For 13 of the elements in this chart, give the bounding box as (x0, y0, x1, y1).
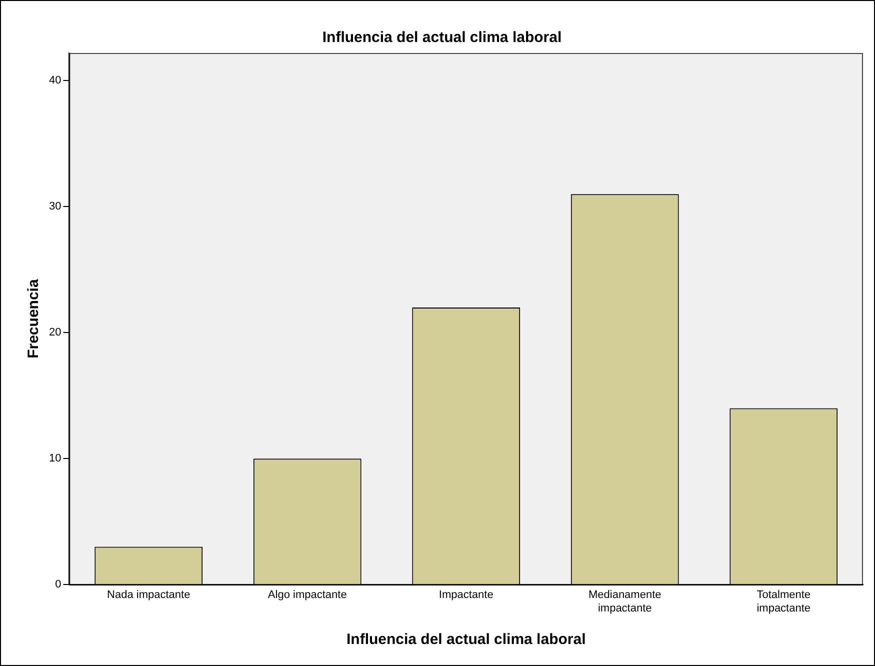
x-tick-label: Nada impactante (107, 589, 190, 602)
y-tick-label: 30 (48, 200, 62, 213)
x-axis-title: Influencia del actual clima laboral (346, 631, 586, 648)
x-tick-label: Medianamente impactante (588, 589, 662, 614)
y-tick-label: 0 (55, 578, 62, 591)
y-tick-label: 20 (48, 326, 62, 339)
chart-title: Influencia del actual clima laboral (322, 29, 562, 46)
y-tick-label: 40 (48, 74, 62, 87)
y-tick-label: 10 (48, 452, 62, 465)
y-axis-title: Frecuencia (25, 278, 42, 358)
x-tick-label: Algo impactante (268, 589, 347, 602)
x-tick-label: Impactante (438, 589, 494, 602)
x-tick-label: Totalmente impactante (756, 589, 811, 614)
